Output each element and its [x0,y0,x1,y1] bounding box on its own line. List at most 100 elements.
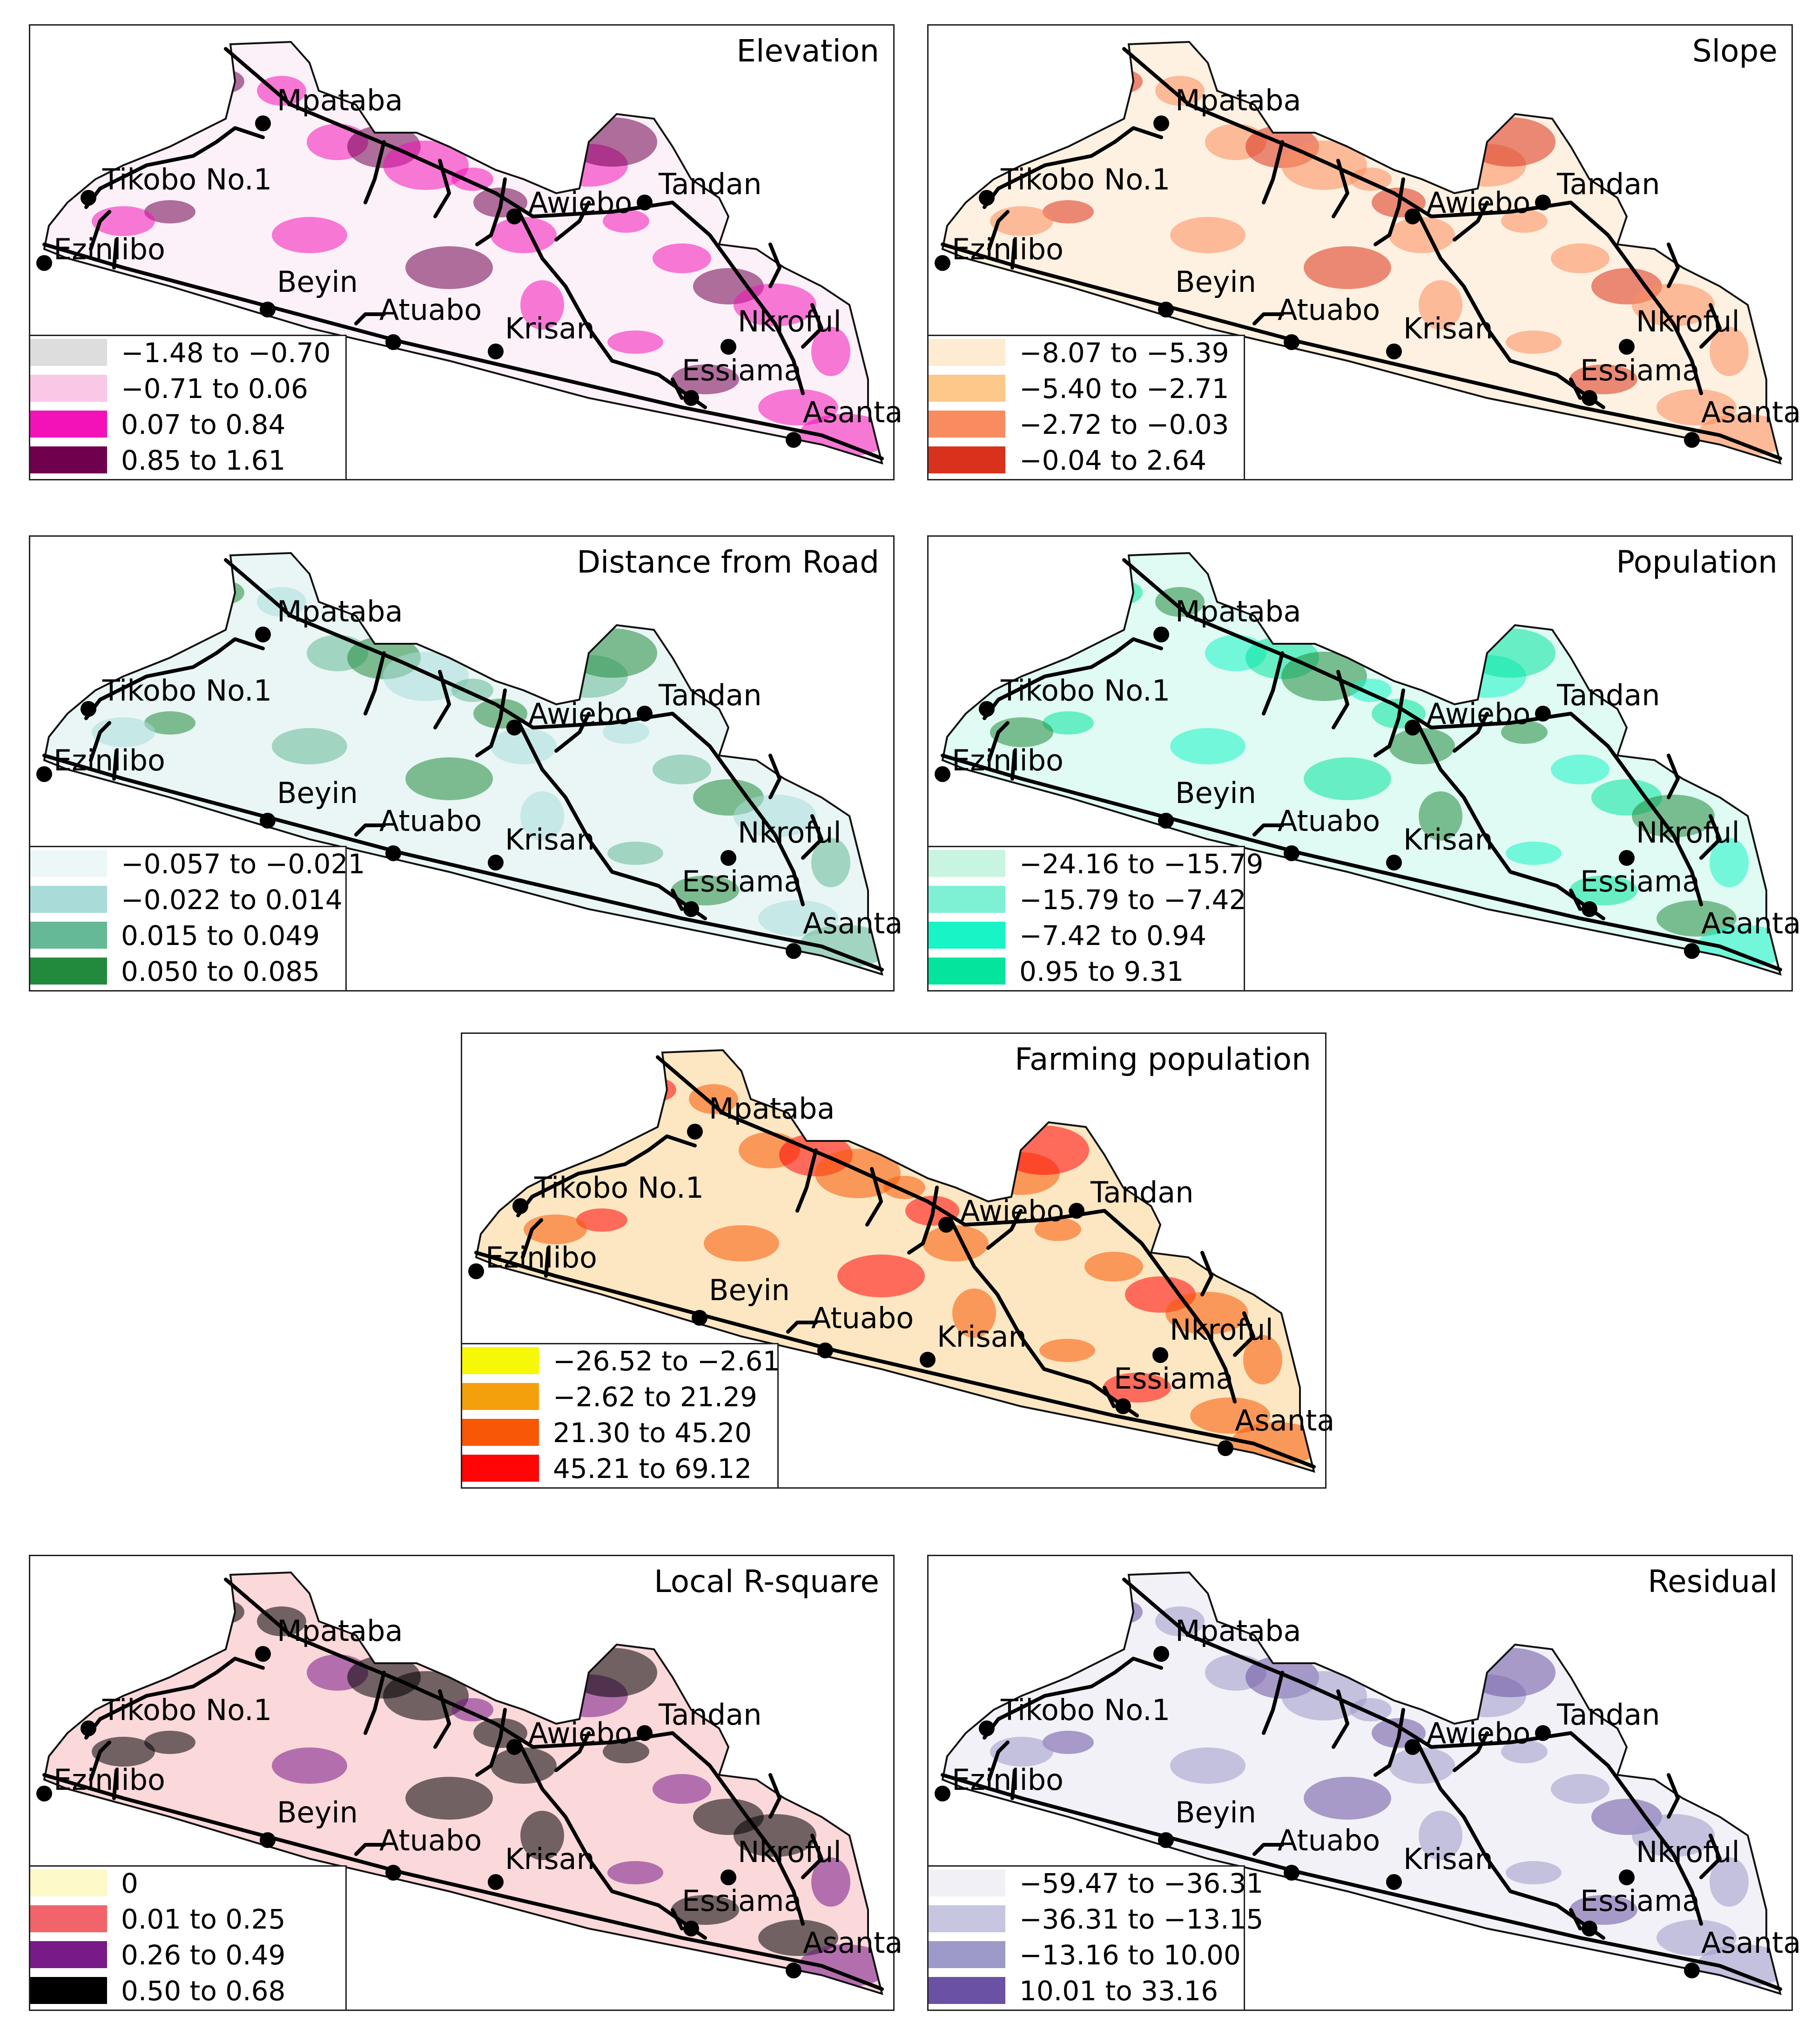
town-label: Nkroful [1170,1313,1273,1347]
town-label: Tandan [659,167,762,201]
town-marker [979,1720,995,1736]
town-marker [1619,339,1635,355]
legend-label: 0.50 to 0.68 [121,1975,286,2007]
town-label: Ezinlibo [54,1763,165,1797]
legend-row: −24.16 to −15.79 [929,847,1263,883]
map-legend: −59.47 to −36.31 −36.31 to −13.15 −13.16 t… [929,1865,1263,2010]
town-label: Essiama [682,353,802,387]
legend-swatch [929,411,1005,438]
legend-label: 0.01 to 0.25 [121,1903,286,1935]
value-patch [689,1084,738,1114]
legend-swatch [30,1869,107,1896]
town-marker [36,766,52,782]
road-line [987,1740,1010,1781]
value-patch [999,1126,1089,1175]
town-label: Krisan [1403,311,1493,345]
value-patch [607,1861,663,1884]
value-patch [811,1857,850,1907]
legend-row: 0.50 to 0.68 [30,1974,345,2010]
value-patch [603,721,649,744]
value-patch [451,679,493,702]
road-line [1332,159,1349,218]
legend-row: −2.62 to 21.29 [462,1380,777,1416]
road-line [1332,670,1349,729]
road-line [786,1321,818,1334]
value-patch [1105,1600,1143,1624]
legend-label: −0.057 to −0.021 [121,848,365,880]
legend-swatch [929,446,1005,473]
town-label: Tikobo No.1 [1001,162,1171,196]
town-label: Awiebo [960,1194,1064,1228]
legend-label: −2.72 to −0.03 [1019,409,1229,440]
legend-label: −0.022 to 0.014 [121,884,343,916]
legend-label: 0.07 to 0.84 [121,409,286,440]
legend-swatch [929,922,1005,949]
value-patch [758,389,838,425]
road-line [112,238,118,270]
town-marker [935,1786,950,1801]
town-marker [637,195,653,210]
town-marker [1152,1347,1168,1363]
road-line [433,670,451,729]
value-patch [1501,1740,1548,1763]
town-label: Ezinlibo [54,232,165,266]
road-line [671,889,684,911]
road-line [1667,754,1680,799]
road-line [544,1246,550,1278]
value-patch [1419,791,1462,841]
value-patch [1569,876,1637,905]
value-patch [1389,728,1455,764]
value-patch [1389,1747,1455,1784]
town-label: Awiebo [1427,1716,1531,1750]
legend-row: −0.022 to 0.014 [30,883,345,918]
value-patch [671,876,739,905]
value-patch [603,209,649,233]
road-line [865,1167,883,1227]
town-label: Mpataba [277,1614,403,1648]
road-line [1262,1671,1284,1735]
town-marker [260,302,276,317]
panel-title: Farming population [1015,1041,1311,1077]
road-line [949,1218,1139,1417]
town-marker [1153,1646,1169,1662]
town-label: Beyin [277,1795,358,1829]
road-line [768,754,781,799]
value-patch [1506,842,1562,865]
road-line [364,140,386,204]
road-line [801,1834,823,1879]
road-line [1374,177,1405,246]
road-line [1569,1908,1582,1930]
value-patch [1419,1811,1462,1860]
legend-swatch [30,850,107,877]
value-patch [1155,587,1205,617]
town-marker [468,1263,484,1279]
road-line [801,303,823,349]
town-marker [260,1832,276,1848]
district-boundary [941,1571,1782,1995]
district-map [935,40,1782,465]
value-patch [1551,1774,1609,1804]
town-marker [512,1198,528,1214]
value-patch [1656,900,1737,937]
legend-label: 0 [121,1868,138,1899]
value-patch [567,1648,657,1697]
town-label: Atuabo [379,804,482,838]
town-marker [1582,390,1597,406]
town-label: Tikobo No.1 [102,162,272,196]
legend-label: 21.30 to 45.20 [553,1417,752,1449]
town-label: Ezinlibo [952,1763,1064,1797]
road-line [84,126,265,209]
value-patch [257,1606,306,1636]
road-line [84,637,265,720]
legend-swatch [929,375,1005,402]
road-line [987,210,1010,251]
road-line [475,1708,507,1777]
legend-row: −8.07 to −5.39 [929,336,1244,371]
road-line [1262,651,1284,715]
legend-row: −1.48 to −0.70 [30,336,345,371]
road-line [1010,238,1017,270]
map-panel-farming-population: Mpataba Tikobo No.1 Awiebo Tandan Ezinlibo Be… [461,1032,1334,1489]
legend-row: 0.07 to 0.84 [30,408,345,443]
road-line [517,1740,707,1940]
town-label: Ezinlibo [952,232,1064,266]
